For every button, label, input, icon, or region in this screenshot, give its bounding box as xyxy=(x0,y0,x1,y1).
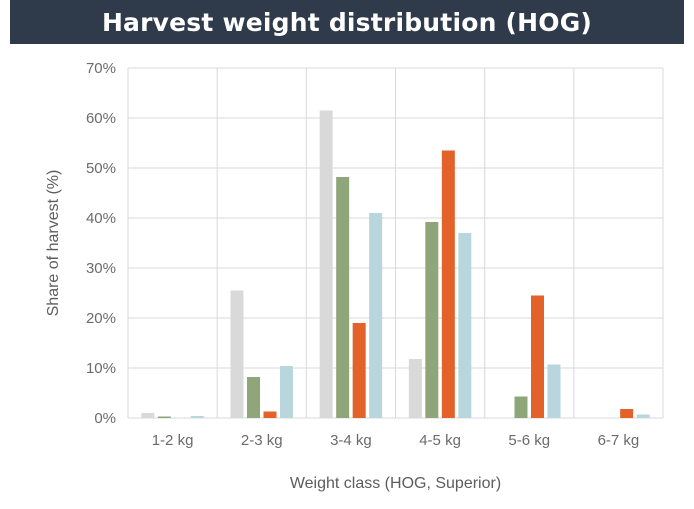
bar xyxy=(141,413,155,418)
y-tick-label: 30% xyxy=(86,260,116,277)
bar xyxy=(190,416,204,418)
bar xyxy=(352,323,366,418)
bars xyxy=(141,110,650,418)
bar xyxy=(425,222,439,418)
bar xyxy=(369,213,383,418)
y-tick-label: 10% xyxy=(86,360,116,377)
bar xyxy=(408,359,422,418)
bar xyxy=(319,110,333,418)
bar xyxy=(620,409,634,418)
x-tick-labels: 1-2 kg 2-3 kg 3-4 kg 4-5 kg 5-6 kg 6-7 kg xyxy=(152,432,640,449)
chart-title: Harvest weight distribution (HOG) xyxy=(101,7,593,37)
bar xyxy=(441,150,455,418)
x-tick-label: 2-3 kg xyxy=(241,432,283,449)
bar xyxy=(458,233,472,418)
bar xyxy=(280,366,293,418)
y-tick-label: 70% xyxy=(86,60,116,77)
y-tick-label: 50% xyxy=(86,160,116,177)
x-tick-label: 3-4 kg xyxy=(330,432,372,449)
bar xyxy=(157,416,171,418)
gridlines xyxy=(127,67,664,419)
title-bar: Harvest weight distribution (HOG) xyxy=(10,0,684,44)
bar xyxy=(336,177,350,418)
x-axis-title: Weight class (HOG, Superior) xyxy=(290,475,501,492)
x-tick-label: 6-7 kg xyxy=(598,432,640,449)
bar xyxy=(531,295,544,418)
y-tick-label: 20% xyxy=(86,310,116,327)
bar xyxy=(263,411,277,418)
y-tick-labels: 0% 10% 20% 30% 40% 50% 60% 70% xyxy=(86,60,116,427)
y-tick-label: 60% xyxy=(86,110,116,127)
bar xyxy=(547,364,561,418)
x-tick-label: 1-2 kg xyxy=(152,432,194,449)
x-tick-label: 5-6 kg xyxy=(508,432,550,449)
bar xyxy=(636,414,650,418)
y-tick-label: 40% xyxy=(86,210,116,227)
y-axis-title: Share of harvest (%) xyxy=(45,170,62,317)
bar xyxy=(247,377,260,418)
y-tick-label: 0% xyxy=(94,410,116,427)
bar xyxy=(230,290,244,418)
x-tick-label: 4-5 kg xyxy=(419,432,461,449)
bar xyxy=(514,396,528,418)
